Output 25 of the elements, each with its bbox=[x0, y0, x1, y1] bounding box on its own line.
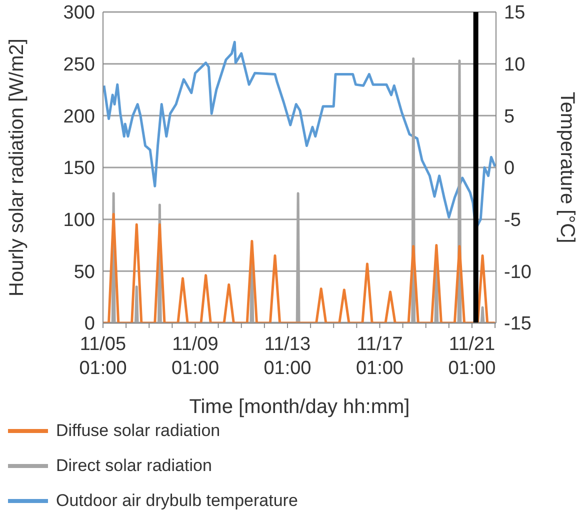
x-tick-label: 11/21 01:00 bbox=[448, 334, 496, 379]
x-tick-label: 11/13 01:00 bbox=[264, 334, 312, 379]
y2-tick-label: -5 bbox=[504, 210, 521, 232]
y-tick-label: 100 bbox=[63, 210, 95, 232]
y2-tick-label: 10 bbox=[504, 54, 526, 76]
y2-tick-label: 15 bbox=[504, 2, 526, 24]
x-tick-label: 11/05 01:00 bbox=[79, 334, 127, 379]
y2-tick-label: 5 bbox=[504, 106, 515, 128]
legend-label: Direct solar radiation bbox=[56, 456, 212, 476]
y2-tick-label: -15 bbox=[504, 314, 532, 335]
y2-tick-label: -10 bbox=[504, 262, 532, 283]
y-tick-label: 300 bbox=[63, 2, 95, 24]
y-tick-label: 200 bbox=[63, 106, 95, 128]
x-axis-title: Time [month/day hh:mm] bbox=[189, 396, 410, 418]
legend-label: Outdoor air drybulb temperature bbox=[56, 490, 298, 510]
y2-axis-title: Temperature [°C] bbox=[556, 92, 578, 244]
x-tick-label: 11/17 01:00 bbox=[356, 334, 404, 379]
y-tick-label: 0 bbox=[84, 314, 95, 335]
y-tick-label: 50 bbox=[74, 262, 95, 283]
y-tick-label: 250 bbox=[63, 54, 95, 76]
y-axis-title: Hourly solar radiation [W/m2] bbox=[6, 38, 28, 296]
y2-tick-label: 0 bbox=[504, 158, 515, 180]
legend-label: Diffuse solar radiation bbox=[56, 420, 220, 440]
x-tick-label: 11/09 01:00 bbox=[171, 334, 220, 379]
y-tick-label: 150 bbox=[63, 158, 95, 180]
